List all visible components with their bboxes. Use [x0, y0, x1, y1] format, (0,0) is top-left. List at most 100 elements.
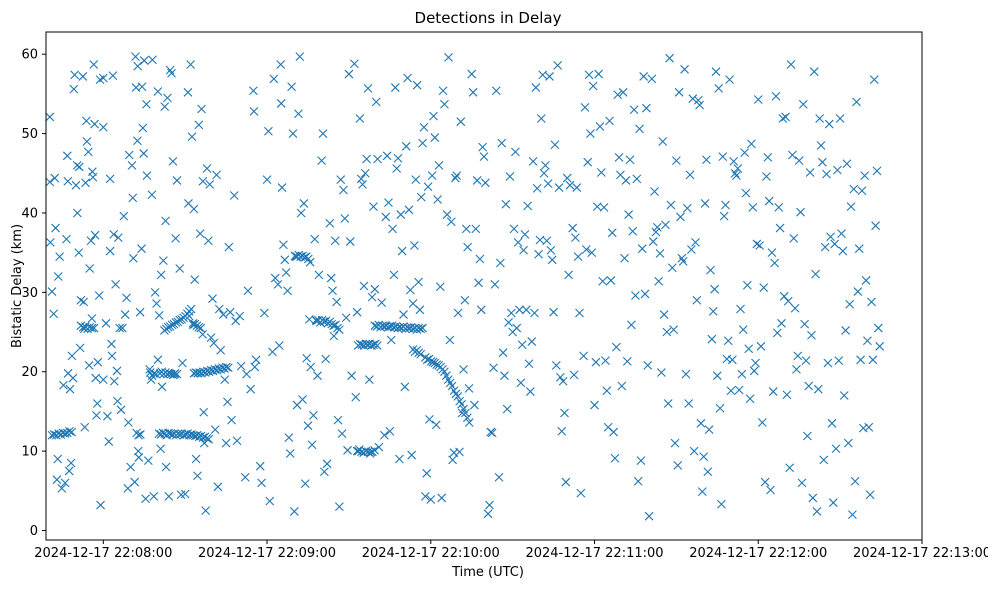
data-point — [59, 380, 68, 390]
data-point — [257, 478, 266, 488]
data-point — [89, 60, 99, 69]
data-point — [221, 438, 231, 448]
data-point — [478, 142, 488, 152]
data-point — [198, 176, 208, 186]
data-point — [783, 296, 793, 306]
data-point — [208, 294, 217, 304]
data-point — [841, 326, 850, 335]
data-point — [562, 173, 572, 183]
data-point — [609, 427, 619, 437]
data-point — [483, 509, 493, 519]
data-point — [635, 124, 644, 134]
data-point — [223, 397, 232, 407]
data-point — [341, 313, 351, 323]
data-point — [565, 180, 575, 190]
data-point — [115, 323, 125, 333]
data-point — [427, 171, 437, 181]
data-point — [94, 291, 104, 300]
data-point — [303, 421, 313, 431]
data-point — [259, 308, 269, 318]
data-point — [361, 339, 371, 349]
data-point — [173, 429, 183, 439]
data-point — [669, 325, 679, 335]
data-point — [704, 425, 714, 435]
data-point — [804, 381, 814, 391]
data-point — [175, 264, 185, 273]
data-point — [557, 426, 567, 436]
data-point — [51, 223, 60, 233]
data-point — [437, 493, 447, 503]
data-point — [178, 358, 187, 368]
data-point — [755, 241, 765, 250]
data-point — [205, 180, 215, 189]
data-point — [198, 330, 208, 339]
data-point — [519, 245, 528, 255]
data-point — [416, 324, 426, 334]
data-point — [595, 122, 605, 131]
data-point — [438, 86, 448, 96]
data-point — [549, 307, 558, 317]
data-point — [632, 174, 642, 184]
y-axis: 0 10 20 30 40 50 60 — [21, 48, 46, 539]
data-point — [167, 68, 176, 78]
data-point — [74, 162, 84, 172]
data-point — [672, 156, 681, 165]
data-point — [310, 234, 320, 244]
data-point — [374, 442, 384, 452]
data-point — [599, 203, 609, 212]
data-point — [325, 218, 335, 228]
data-point — [447, 381, 457, 391]
data-point — [816, 141, 826, 150]
data-point — [71, 180, 81, 190]
data-point — [161, 216, 170, 226]
data-point — [767, 248, 777, 258]
data-point — [216, 345, 226, 355]
data-point — [740, 148, 750, 158]
data-point — [334, 325, 344, 335]
data-point — [199, 407, 209, 417]
data-point — [57, 484, 67, 493]
data-point — [405, 285, 415, 295]
data-point — [827, 418, 837, 428]
data-point — [193, 471, 202, 481]
data-point — [652, 222, 662, 232]
data-point — [418, 138, 427, 148]
data-point — [399, 310, 408, 319]
data-point — [695, 100, 704, 110]
data-point — [633, 476, 643, 486]
data-point — [734, 385, 744, 395]
data-point — [805, 168, 815, 177]
data-point — [359, 281, 369, 291]
data-point — [279, 240, 288, 250]
data-point — [571, 233, 580, 242]
data-point — [246, 384, 256, 394]
data-point — [588, 81, 598, 91]
data-point — [98, 122, 108, 132]
data-point — [610, 453, 620, 463]
data-point — [586, 129, 595, 138]
data-point — [118, 323, 127, 333]
data-point — [538, 70, 548, 80]
data-point — [442, 210, 452, 219]
data-point — [520, 230, 530, 239]
data-point — [643, 360, 653, 370]
data-point — [166, 429, 175, 439]
data-point — [751, 358, 760, 368]
data-point — [194, 322, 204, 332]
data-point — [867, 297, 876, 307]
data-point — [470, 400, 479, 410]
data-point — [227, 415, 236, 425]
data-point — [53, 454, 63, 464]
data-point — [138, 123, 148, 133]
data-point — [819, 455, 829, 465]
data-point — [81, 178, 90, 188]
data-point — [509, 224, 519, 234]
data-point — [708, 307, 718, 316]
data-point — [872, 166, 882, 176]
data-point — [852, 97, 861, 107]
data-point — [687, 245, 696, 254]
data-point — [284, 433, 294, 442]
data-point — [116, 405, 126, 415]
data-point — [355, 114, 365, 123]
